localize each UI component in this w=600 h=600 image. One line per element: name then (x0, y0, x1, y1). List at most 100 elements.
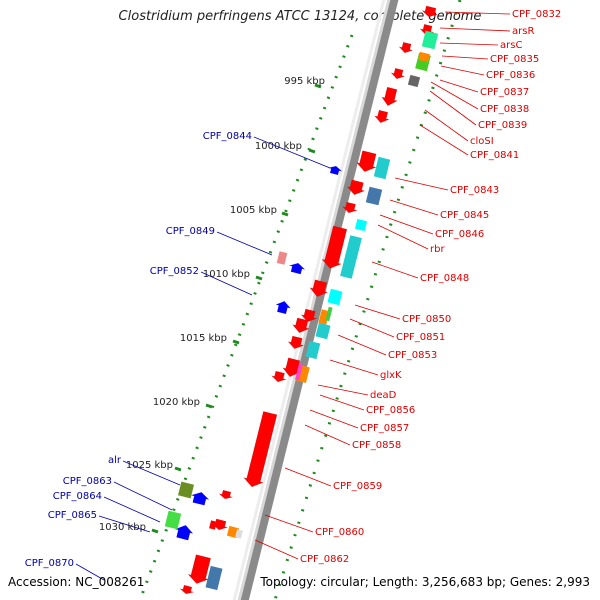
kbp-tick-mark (232, 339, 240, 345)
reverse-gene-label: CPF_0863 (63, 476, 112, 487)
gene-label-leader (379, 214, 434, 235)
forward-gene-label: CPF_0853 (388, 350, 437, 361)
forward-gene-label: rbr (430, 244, 445, 255)
forward-gene-label: CPF_0860 (315, 527, 364, 538)
reverse-gene-label: CPF_0870 (25, 558, 74, 569)
forward-gene-arrow (390, 67, 406, 80)
forward-gene-arrow (187, 554, 212, 584)
gene-feature-block (178, 481, 194, 499)
gene-label-leader (394, 177, 449, 191)
gene-label-leader (216, 231, 273, 256)
gene-label-leader (200, 271, 253, 296)
forward-gene-label: CPF_0851 (396, 332, 445, 343)
reverse-gene-label: alr (108, 455, 122, 466)
gene-feature-block (164, 510, 182, 530)
gene-label-leader (377, 224, 429, 250)
forward-gene-label: CPF_0845 (440, 210, 489, 221)
gene-feature-block (373, 156, 391, 180)
gene-label-leader (354, 304, 401, 320)
forward-gene-label: CPF_0839 (478, 120, 527, 131)
kbp-tick-label: 1030 kbp (99, 522, 146, 533)
gene-label-leader (337, 334, 387, 356)
kbp-tick-label: 1020 kbp (153, 397, 200, 408)
forward-gene-label: CPF_0835 (490, 54, 539, 65)
kbp-tick-label: 1025 kbp (126, 460, 173, 471)
gene-label-leader (317, 384, 369, 396)
gene-feature-block (305, 340, 321, 360)
forward-gene-label: CPF_0859 (333, 481, 382, 492)
kbp-tick-mark (281, 211, 289, 217)
gene-feature-block (276, 251, 288, 265)
forward-gene-arrow (300, 308, 318, 323)
forward-gene-label: glxK (380, 370, 402, 381)
forward-gene-label: CPF_0832 (512, 9, 561, 20)
gene-label-leader (349, 318, 395, 338)
gene-label-leader (253, 136, 331, 169)
backbone-highlight (237, 0, 391, 600)
forward-gene-label: deaD (370, 390, 397, 401)
gene-label-leader (441, 55, 489, 60)
kbp-tick-label: 1010 kbp (203, 269, 250, 280)
gene-label-leader (309, 409, 359, 429)
forward-gene-label: cloSI (470, 136, 494, 147)
gene-label-leader (424, 109, 469, 142)
forward-gene-label: CPF_0858 (352, 440, 401, 451)
reverse-gene-arrow (288, 262, 306, 275)
reverse-gene-label: CPF_0844 (203, 131, 252, 142)
gene-feature-block (340, 235, 362, 279)
gene-label-leader (319, 394, 365, 411)
forward-gene-arrow (341, 201, 359, 214)
forward-gene-label: arsR (512, 26, 534, 37)
forward-gene-label: CPF_0838 (480, 104, 529, 115)
kbp-tick-mark (255, 275, 263, 281)
gene-feature-block (325, 306, 333, 322)
gene-feature-block (418, 51, 430, 63)
forward-gene-label: CPF_0837 (480, 87, 529, 98)
gene-label-leader (371, 261, 419, 279)
gene-label-leader (264, 514, 314, 533)
gene-label-leader (304, 424, 351, 446)
kbp-tick-mark (174, 466, 182, 472)
gene-label-leader (329, 359, 379, 376)
forward-gene-label: arsC (500, 40, 522, 51)
forward-gene-label: CPF_0857 (360, 423, 409, 434)
forward-gene-arrow (270, 370, 288, 383)
gene-label-leader (254, 539, 299, 560)
gene-label-leader (439, 42, 499, 46)
genome-summary: Topology: circular; Length: 3,256,683 bp… (260, 575, 590, 589)
forward-gene-arrow (309, 279, 329, 298)
gene-feature-block (421, 30, 439, 50)
forward-gene-arrow (179, 584, 194, 595)
kbp-tick-label: 995 kbp (284, 76, 325, 87)
forward-gene-label: CPF_0843 (450, 185, 499, 196)
forward-gene-label: CPF_0836 (486, 70, 535, 81)
gene-feature-block (407, 74, 421, 88)
reverse-gene-label: CPF_0852 (150, 266, 199, 277)
kbp-tick-mark (308, 148, 316, 154)
gene-feature-block (209, 520, 217, 530)
gene-label-leader (389, 199, 439, 216)
reverse-gene-arrow (328, 165, 343, 176)
forward-gene-arrow (287, 335, 305, 350)
kbp-tick-label: 1000 kbp (255, 141, 302, 152)
backbone-inner-edge (232, 0, 386, 600)
gene-label-leader (113, 481, 173, 511)
forward-gene-label: CPF_0856 (366, 405, 415, 416)
reverse-gene-arrow (190, 491, 210, 506)
gene-feature-block (315, 322, 331, 340)
kbp-tick-label: 1005 kbp (230, 205, 277, 216)
gene-label-leader (440, 65, 485, 76)
reverse-gene-label: CPF_0865 (48, 510, 97, 521)
gene-label-leader (444, 11, 511, 15)
forward-gene-label: CPF_0862 (300, 554, 349, 565)
gene-label-leader (430, 81, 479, 110)
gene-feature-block (205, 565, 223, 591)
gene-feature-block (327, 288, 343, 306)
forward-gene-arrow (291, 317, 310, 334)
forward-gene-arrow (373, 109, 390, 124)
tick-track-outer (273, 0, 462, 600)
gene-label-leader (439, 27, 511, 32)
gene-label-leader (419, 124, 469, 156)
